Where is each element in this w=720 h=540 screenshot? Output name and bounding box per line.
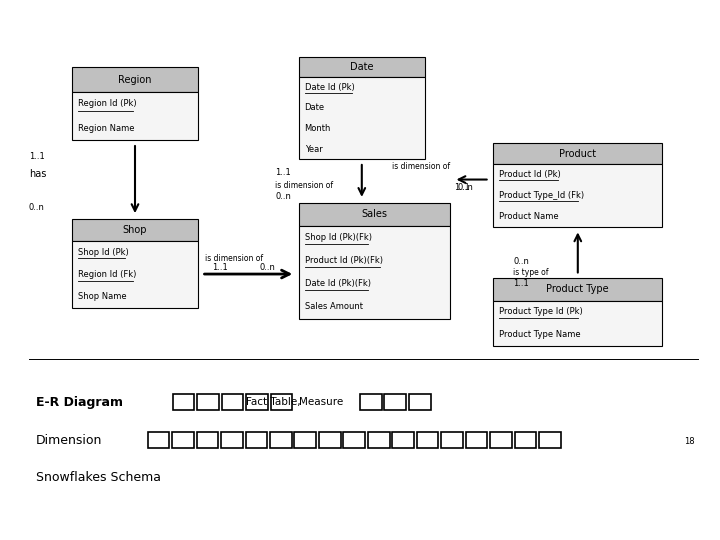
Bar [441,432,463,448]
Bar [319,432,341,448]
Text: 0..n: 0..n [259,263,275,272]
Text: Date: Date [350,62,374,72]
Text: Product Type_Id (Fk): Product Type_Id (Fk) [499,191,584,200]
Bar [299,226,450,319]
Text: Product Type Id (Pk): Product Type Id (Pk) [499,307,582,316]
Bar [299,57,425,77]
Text: Region Name: Region Name [78,124,134,133]
Bar [72,68,198,92]
Bar [368,432,390,448]
Text: 1..1: 1..1 [454,183,469,192]
Text: Shop: Shop [122,225,148,235]
Bar [493,301,662,346]
Bar [246,394,268,410]
Text: 1..1: 1..1 [212,263,228,272]
Bar [515,432,536,448]
Bar [72,241,198,308]
Bar [409,394,431,410]
Text: 0..n: 0..n [513,258,529,266]
Text: has: has [29,169,46,179]
Text: 1..1: 1..1 [513,279,528,288]
Text: Product Id (Pk): Product Id (Pk) [499,170,561,179]
Bar [299,77,425,159]
Text: 0..n: 0..n [457,183,473,192]
Text: 0..n: 0..n [275,192,292,200]
Bar [222,394,243,410]
Text: is type of: is type of [513,268,549,277]
Bar [72,219,198,241]
Text: Fact Table,: Fact Table, [246,397,301,407]
Text: Product Name: Product Name [499,212,559,221]
Bar [493,143,662,164]
Text: is dimension of: is dimension of [275,181,333,190]
Text: is dimension of: is dimension of [392,161,451,171]
Text: Region: Region [118,75,152,85]
Bar [384,394,406,410]
Bar [539,432,561,448]
Text: Product: Product [559,148,596,159]
Text: Dimension: Dimension [36,434,102,447]
Bar [294,432,316,448]
Bar [270,432,292,448]
Text: Sales: Sales [361,209,387,219]
Text: Region Id (Fk): Region Id (Fk) [78,270,136,279]
Text: Shop Name: Shop Name [78,292,127,301]
Bar [392,432,414,448]
Text: is dimension of: is dimension of [205,254,264,264]
Bar [172,432,194,448]
Text: Snowflakes Schema: Snowflakes Schema [36,471,161,484]
Bar [490,432,512,448]
Bar [493,164,662,227]
Text: Shop Id (Pk)(Fk): Shop Id (Pk)(Fk) [305,233,372,242]
Bar [197,394,219,410]
Text: Shop Id (Pk): Shop Id (Pk) [78,248,128,256]
Text: Measure: Measure [299,397,343,407]
Text: Region Id (Pk): Region Id (Pk) [78,99,136,109]
Bar [271,394,292,410]
Text: Date Id (Pk): Date Id (Pk) [305,83,354,92]
Text: 0..n: 0..n [29,204,45,212]
Bar [299,202,450,226]
Bar [466,432,487,448]
Bar [72,92,198,140]
Bar [246,432,267,448]
Text: E-R Diagram: E-R Diagram [36,396,123,409]
Text: Product Type Name: Product Type Name [499,330,580,339]
Text: Date: Date [305,104,325,112]
Text: 1..1: 1..1 [275,168,291,177]
Text: Product Id (Pk)(Fk): Product Id (Pk)(Fk) [305,256,382,265]
Text: 18: 18 [684,436,695,446]
Text: Date Id (Pk)(Fk): Date Id (Pk)(Fk) [305,279,371,288]
Bar [360,394,382,410]
Bar [197,432,218,448]
Bar [493,278,662,301]
Text: Sales Amount: Sales Amount [305,302,363,312]
Bar [221,432,243,448]
Text: Month: Month [305,124,331,133]
Bar [417,432,438,448]
Bar [173,394,194,410]
Text: Product Type: Product Type [546,285,609,294]
Text: 1..1: 1..1 [29,152,45,161]
Bar [343,432,365,448]
Text: Year: Year [305,145,323,153]
Bar [148,432,169,448]
